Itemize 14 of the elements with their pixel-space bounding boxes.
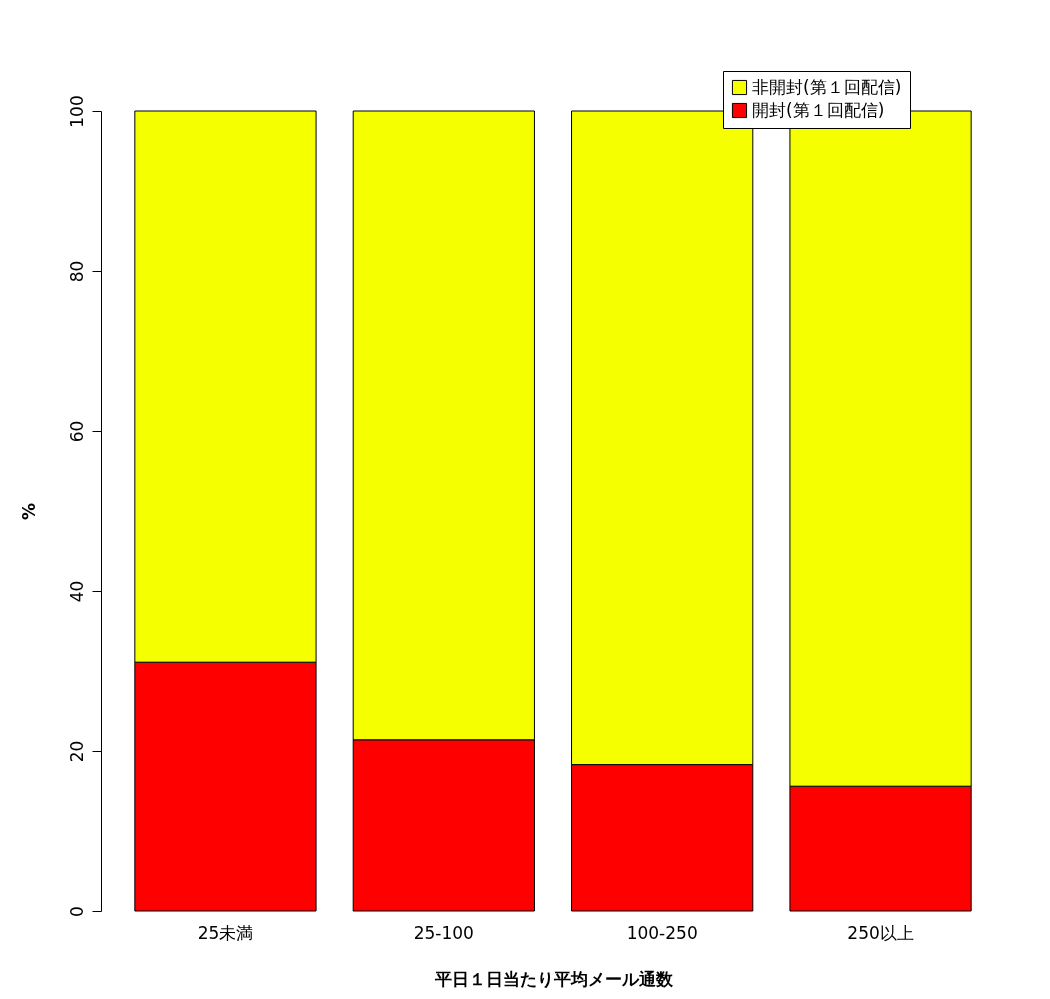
y-tick-label: 0 — [66, 906, 87, 917]
y-tick-label: 80 — [66, 260, 87, 283]
legend-label: 非開封(第１回配信) — [752, 76, 902, 97]
x-tick-label: 100-250 — [626, 922, 698, 943]
y-axis-title: % — [18, 502, 39, 521]
y-tick-label: 20 — [66, 740, 87, 763]
x-tick-label: 250以上 — [847, 922, 914, 943]
legend-label: 開封(第１回配信) — [752, 99, 885, 120]
x-axis-title: 平日１日当たり平均メール通数 — [433, 968, 674, 989]
x-tick-label: 25-100 — [413, 922, 474, 943]
y-tick-label: 100 — [66, 95, 87, 128]
y-tick-label: 60 — [66, 420, 87, 443]
x-tick-label: 25未満 — [197, 922, 254, 943]
y-tick-label: 40 — [66, 580, 87, 603]
